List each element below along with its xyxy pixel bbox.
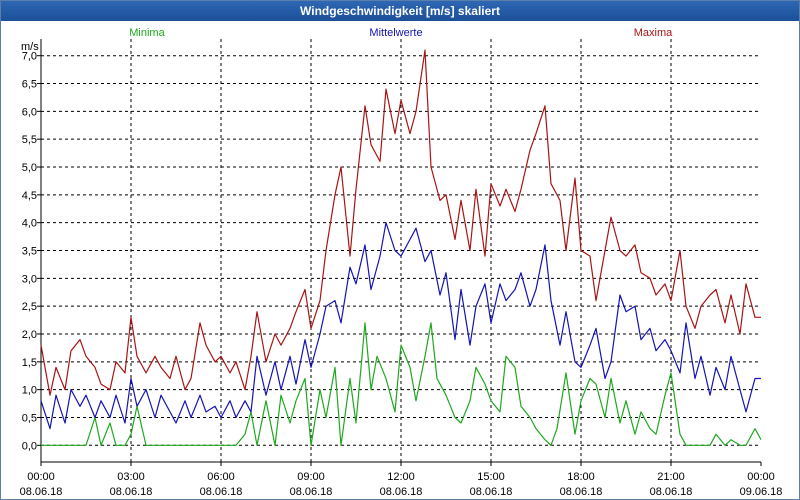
y-tick-label: 6,0 <box>22 106 37 118</box>
series-line-maxima <box>40 49 761 396</box>
y-tick-label: 4,5 <box>22 190 37 202</box>
series-line-minima <box>41 322 762 446</box>
grid <box>41 39 761 462</box>
x-tick-date: 08.06.18 <box>20 486 63 498</box>
x-tick-date: 08.06.18 <box>290 486 333 498</box>
y-tick-label: 2,0 <box>22 329 37 341</box>
x-tick-time: 21:00 <box>657 471 685 483</box>
x-tick-time: 00:00 <box>747 471 775 483</box>
y-tick-label: 1,0 <box>22 385 37 397</box>
x-tick-time: 15:00 <box>477 471 505 483</box>
series-line-mittelwerte <box>40 222 761 430</box>
series-group <box>40 49 762 446</box>
x-tick-date: 08.06.18 <box>650 486 693 498</box>
y-tick-label: 1,5 <box>22 357 37 369</box>
x-tick-time: 00:00 <box>27 471 55 483</box>
y-tick-label: 3,5 <box>22 246 37 258</box>
x-tick-time: 03:00 <box>117 471 145 483</box>
x-tick-date: 08.06.18 <box>200 486 243 498</box>
legend-maxima: Maxima <box>634 27 673 39</box>
legend: Minima Mittelwerte Maxima <box>129 27 673 39</box>
y-tick-label: 5,5 <box>22 134 37 146</box>
x-tick-date: 08.06.18 <box>560 486 603 498</box>
y-ticks: 0,0 0,5 1,0 1,5 2,0 2,5 3,0 3,5 4,0 4,5 5,0 5,5 6,0 6… <box>22 51 41 452</box>
y-tick-label: 2,5 <box>22 301 37 313</box>
y-tick-label: 0,0 <box>22 440 37 452</box>
x-tick-time: 09:00 <box>297 471 325 483</box>
y-tick-label: 7,0 <box>22 51 37 63</box>
y-tick-label: 0,5 <box>22 412 37 424</box>
y-tick-label: 5,0 <box>22 162 37 174</box>
y-tick-label: 4,0 <box>22 218 37 230</box>
x-tick-date: 08.06.18 <box>110 486 153 498</box>
y-axis-label: m/s <box>21 41 39 53</box>
x-tick-date: 08.06.18 <box>380 486 423 498</box>
legend-mittelwerte: Mittelwerte <box>369 27 422 39</box>
x-tick-date: 08.06.18 <box>470 486 513 498</box>
x-tick-time: 06:00 <box>207 471 235 483</box>
y-tick-label: 6,5 <box>22 79 37 91</box>
x-tick-time: 12:00 <box>387 471 415 483</box>
legend-minima: Minima <box>129 27 165 39</box>
chart-title: Windgeschwindigkeit [m/s] skaliert <box>1 1 799 21</box>
x-ticks: 00:00 08.06.18 03:00 08.06.18 06:00 08.06.18 0… <box>20 462 783 498</box>
y-tick-label: 3,0 <box>22 273 37 285</box>
x-tick-date: 09.06.18 <box>740 486 783 498</box>
x-tick-time: 18:00 <box>567 471 595 483</box>
